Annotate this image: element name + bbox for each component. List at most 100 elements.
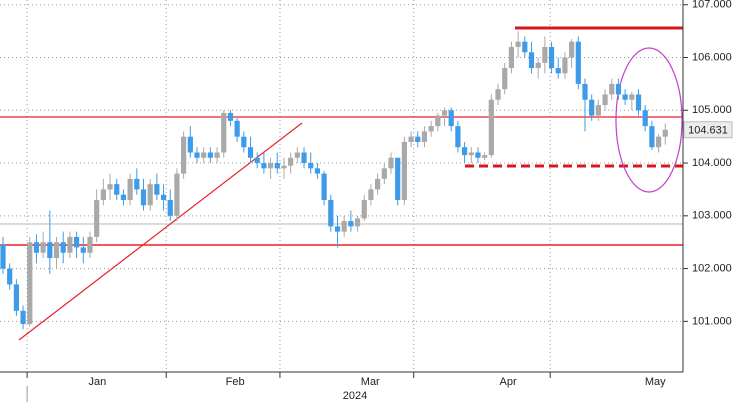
candle-body <box>575 41 581 84</box>
candle-body <box>20 310 26 324</box>
candle-body <box>441 110 448 116</box>
last-price-box <box>683 121 733 139</box>
y-tick-label: 104.000 <box>692 157 732 169</box>
highlight-ellipse <box>615 47 683 193</box>
candle-body <box>508 46 515 69</box>
candle-body <box>375 178 381 190</box>
candle-body <box>555 68 561 74</box>
candle-body <box>294 152 300 158</box>
candle-body <box>448 110 454 127</box>
candle-body <box>428 126 434 132</box>
candle-body <box>622 94 628 100</box>
candle-body <box>562 57 568 74</box>
candle-body <box>421 131 428 142</box>
candle-body <box>361 199 367 219</box>
candle-body <box>0 244 6 269</box>
candle-body <box>475 152 481 158</box>
candle-body <box>241 136 247 148</box>
candle-body <box>207 152 213 158</box>
candle-body <box>341 221 347 232</box>
candle-body <box>381 168 387 179</box>
candle-body <box>221 112 227 153</box>
candle-body <box>522 41 528 53</box>
candle-body <box>662 129 668 137</box>
x-tick-label: Apr <box>500 376 517 388</box>
candles <box>0 31 668 330</box>
candle-body <box>254 157 260 164</box>
candle-body <box>7 268 13 285</box>
candle-body <box>13 284 19 311</box>
candle-body <box>301 152 307 164</box>
candle-body <box>47 242 53 259</box>
candle-body <box>368 189 374 200</box>
candle-body <box>595 105 601 116</box>
candle-body <box>582 83 588 100</box>
candle-body <box>267 163 274 169</box>
candle-body <box>629 94 635 100</box>
candle-body <box>187 136 193 153</box>
candle-body <box>53 242 60 259</box>
y-tick-label: 103.000 <box>692 210 732 222</box>
candle-body <box>321 173 327 200</box>
candle-body <box>482 155 488 158</box>
candle-body <box>589 99 595 116</box>
y-tick-label: 105.000 <box>692 104 732 116</box>
candle-body <box>107 184 113 190</box>
candle-body <box>120 194 127 200</box>
candle-body <box>328 199 334 227</box>
candle-body <box>33 242 40 253</box>
candle-body <box>134 178 140 190</box>
candle-body <box>140 189 147 206</box>
candle-body <box>127 178 133 200</box>
candle-body <box>502 68 508 90</box>
candle-body <box>174 173 180 216</box>
y-tick-label: 101.000 <box>692 315 732 327</box>
candle-body <box>100 189 106 200</box>
candle-body <box>227 112 234 121</box>
last-price-label: 104.631 <box>688 125 728 137</box>
candle-body <box>548 46 555 69</box>
trend-line <box>18 122 303 341</box>
candle-body <box>435 115 441 127</box>
candle-body <box>201 152 207 158</box>
candle-body <box>401 141 407 200</box>
candle-body <box>27 242 33 324</box>
candle-body <box>281 165 287 169</box>
axis-labels: 101.000 102.000 103.000 104.000 105.000 106.0… <box>26 0 733 402</box>
candle-body <box>602 94 608 106</box>
candle-body <box>147 184 153 206</box>
candle-body <box>495 89 501 100</box>
candle-body <box>395 157 401 200</box>
candle-body <box>167 199 173 216</box>
candle-body <box>314 168 321 174</box>
candle-body <box>635 94 642 111</box>
y-tick-label: 102.000 <box>692 262 732 274</box>
year-label: 2024 <box>343 390 367 402</box>
candle-body <box>334 226 341 232</box>
candle-body <box>181 136 187 174</box>
y-tick-label: 106.000 <box>692 51 732 63</box>
candle-body <box>154 184 160 195</box>
candle-body <box>455 126 461 148</box>
candle-body <box>415 136 421 142</box>
candle-body <box>274 163 280 169</box>
candle-body <box>615 83 622 95</box>
candle-body <box>655 136 662 148</box>
candle-body <box>515 41 521 47</box>
candle-body <box>528 52 535 69</box>
candle-body <box>468 152 474 156</box>
candle-body <box>488 99 494 156</box>
x-tick-label: May <box>645 376 666 388</box>
candle-body <box>160 194 167 200</box>
candle-body <box>308 163 314 169</box>
candle-body <box>649 126 655 148</box>
candle-body <box>261 163 267 169</box>
candle-body <box>642 110 648 127</box>
candle-body <box>114 184 120 195</box>
candle-body <box>80 247 86 253</box>
x-tick-label: Jan <box>88 376 106 388</box>
candle-body <box>87 236 93 253</box>
candle-body <box>214 152 220 158</box>
candle-body <box>609 83 615 95</box>
candle-body <box>73 236 80 248</box>
